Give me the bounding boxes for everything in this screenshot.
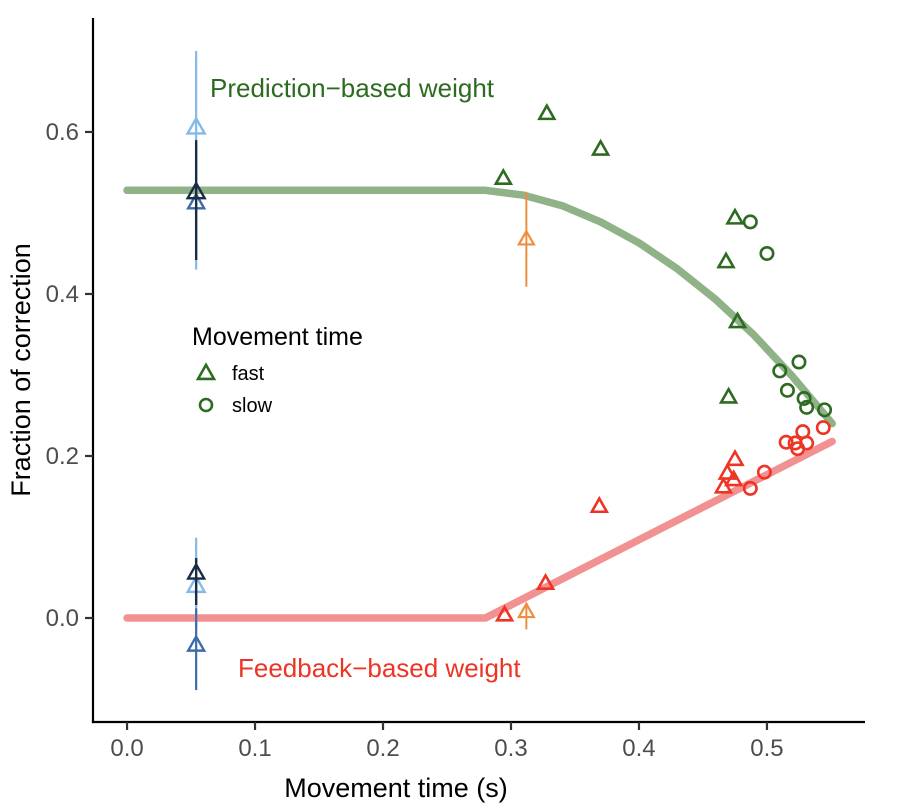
slow-prediction-point [817, 402, 833, 418]
fast-feedback-point [589, 495, 610, 514]
x-tick-label: 0.5 [750, 735, 783, 762]
legend-fast-triangle-icon [195, 362, 217, 381]
y-tick-label: 0.4 [46, 281, 79, 308]
x-tick-label: 0.3 [494, 735, 527, 762]
axes: 0.0 0.1 0.2 0.3 0.4 0.5 0.0 0.2 0.4 0.6 Movement t… [6, 18, 865, 803]
fast-feedback-point [535, 572, 556, 591]
slow-prediction-point [796, 390, 812, 406]
highlight-fast-feedback-point [516, 601, 536, 619]
slow-feedback-point [799, 435, 815, 451]
y-tick-label: 0.6 [46, 119, 79, 146]
prediction-model-curve [123, 186, 836, 428]
x-tick-label: 0.4 [622, 735, 655, 762]
slow-prediction-point [791, 354, 807, 370]
slow-prediction-point [772, 363, 788, 379]
legend: Movement time fast slow [192, 323, 363, 417]
feedback-weight-label: Feedback−based weight [238, 653, 521, 683]
annotations: Prediction−based weight Feedback−based we… [210, 73, 521, 683]
x-axis-title: Movement time (s) [284, 773, 508, 803]
slow-feedback-point [815, 420, 831, 436]
fast-feedback-point [725, 448, 745, 467]
legend-label-fast: fast [232, 363, 265, 385]
data-points [185, 50, 833, 691]
mean-feedback-navy-point [186, 562, 207, 580]
mean-prediction-lightblue-point [185, 116, 207, 135]
slow-prediction-point [759, 245, 775, 261]
legend-title: Movement time [192, 323, 363, 351]
fast-prediction-point [716, 251, 736, 269]
fast-feedback-point [713, 476, 734, 494]
slow-prediction-point [742, 214, 758, 230]
fast-prediction-point [718, 386, 739, 404]
fast-feedback-point [723, 469, 744, 487]
slow-feedback-point [778, 434, 794, 450]
x-tick-label: 0.2 [366, 735, 399, 762]
legend-slow-circle-icon [198, 397, 214, 413]
fast-prediction-point [493, 167, 514, 185]
fast-prediction-point [725, 207, 745, 225]
model-curves [123, 186, 836, 622]
y-tick-label: 0.0 [46, 605, 79, 632]
slow-prediction-point [779, 382, 795, 398]
y-tick-label: 0.2 [46, 443, 79, 470]
slow-feedback-point [742, 480, 758, 496]
fast-feedback-point [717, 462, 738, 480]
fast-prediction-point [537, 103, 557, 121]
highlight-fast-prediction-point [516, 229, 536, 246]
fast-feedback-point [494, 604, 515, 622]
mean-prediction-navy-point [185, 180, 207, 200]
mean-feedback-steelblue-point [186, 634, 207, 652]
y-axis-title: Fraction of correction [6, 243, 36, 497]
slow-prediction-point [799, 399, 815, 415]
feedback-model-curve [123, 437, 836, 622]
x-tick-label: 0.0 [110, 735, 143, 762]
legend-label-slow: slow [232, 395, 273, 417]
slow-feedback-point [756, 464, 772, 480]
prediction-weight-label: Prediction−based weight [210, 73, 495, 103]
fast-prediction-point [727, 311, 748, 329]
fast-prediction-point [590, 138, 611, 156]
x-tick-label: 0.1 [238, 735, 271, 762]
